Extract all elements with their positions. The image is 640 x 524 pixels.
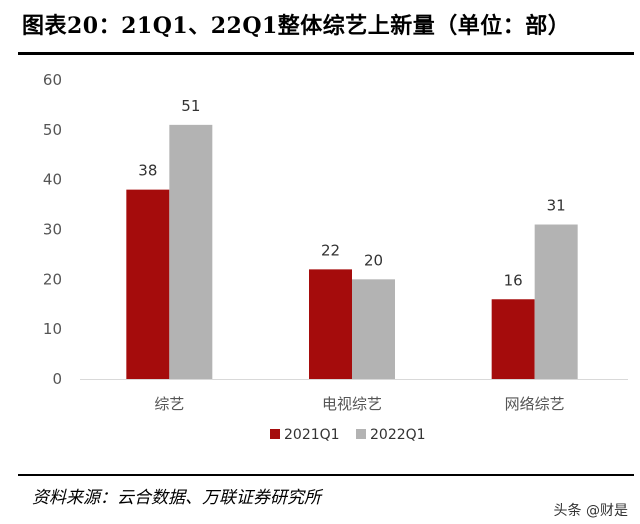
data-label: 20	[364, 251, 383, 269]
legend-swatch	[356, 429, 366, 439]
y-tick-label: 50	[43, 121, 62, 139]
data-label: 38	[138, 162, 157, 180]
bar-chart: 0 10 20 30 40 50 60 38 51 22 20 16 31 综艺 电视综艺 网络综艺 20…	[43, 71, 628, 443]
data-label: 22	[321, 241, 340, 259]
data-label: 31	[547, 197, 566, 215]
bar	[534, 224, 578, 379]
footer-rule	[18, 474, 634, 476]
data-label: 51	[181, 97, 200, 115]
y-tick-label: 30	[43, 221, 62, 239]
y-tick-label: 20	[43, 270, 62, 288]
legend-label: 2022Q1	[370, 427, 426, 443]
x-tick-label: 综艺	[154, 395, 184, 413]
bar	[309, 269, 352, 379]
chart-title: 图表20：21Q1、22Q1整体综艺上新量（单位：部）	[22, 13, 571, 39]
x-tick-label: 电视综艺	[322, 395, 382, 413]
legend: 2021Q1 2022Q1	[270, 427, 426, 443]
bar	[491, 299, 535, 379]
x-axis: 综艺 电视综艺 网络综艺	[80, 379, 628, 413]
bars-group: 38 51 22 20 16 31	[126, 97, 578, 379]
y-tick-label: 0	[52, 370, 62, 388]
y-axis: 0 10 20 30 40 50 60	[43, 71, 62, 388]
y-tick-label: 10	[43, 320, 62, 338]
legend-swatch	[270, 429, 280, 439]
y-tick-label: 60	[43, 71, 62, 89]
data-label: 16	[504, 271, 523, 289]
bar	[169, 124, 213, 379]
y-tick-label: 40	[43, 171, 62, 189]
bar	[352, 279, 395, 379]
watermark: 头条 @财是	[553, 503, 628, 519]
legend-label: 2021Q1	[284, 427, 340, 443]
source-note: 资料来源：云合数据、万联证券研究所	[32, 488, 321, 508]
bar	[126, 189, 170, 379]
title-rule	[18, 52, 634, 55]
x-tick-label: 网络综艺	[505, 395, 565, 413]
